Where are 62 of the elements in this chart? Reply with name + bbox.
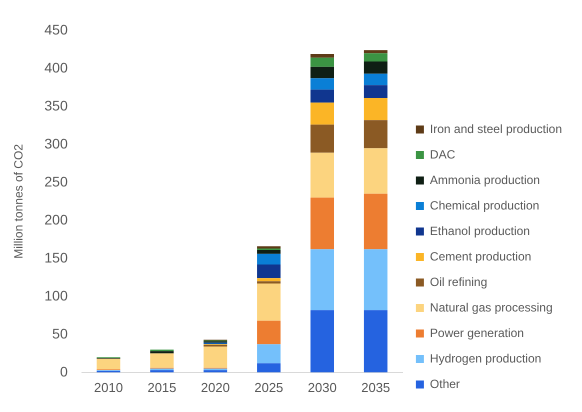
y-tick-label: 150 [44,249,68,266]
y-axis-title: Million tonnes of CO2 [12,144,26,259]
bar [310,90,334,103]
y-tick-label: 100 [44,287,68,304]
bar [310,249,334,310]
bar [364,194,388,250]
bar [257,283,281,321]
x-tick-label: 2025 [254,380,284,395]
bar [310,152,334,198]
bar [364,85,388,98]
y-tick-label: 250 [44,173,68,190]
bar [257,363,281,372]
bar [310,310,334,372]
bar [310,198,334,250]
legend-label: Ammonia production [430,172,540,187]
bar [257,264,281,278]
y-tick-label: 50 [52,325,68,342]
legend-label: Hydrogen production [430,351,542,366]
bar [310,66,334,78]
x-tick-label: 2015 [147,380,176,395]
x-tick-label: 2035 [361,380,390,395]
bar [96,358,120,370]
bar [364,50,388,54]
bar [257,278,281,282]
bar [257,246,281,249]
bar [364,148,388,194]
y-tick-label: 400 [44,59,68,76]
y-tick-label: 350 [44,97,68,114]
legend-label: Chemical production [430,198,540,212]
bar [364,98,388,120]
bar [310,58,334,67]
bar [257,344,281,364]
y-tick-label: 200 [44,211,68,228]
bar [310,54,334,58]
bar [257,250,281,254]
bar [257,254,281,264]
bar [364,62,388,74]
x-tick-label: 2010 [94,380,123,395]
y-tick-label: 450 [44,21,68,38]
legend-label: Other [430,376,460,391]
legend-label: Iron and steel production [430,122,562,136]
bar [364,120,388,148]
bar [310,124,334,153]
x-tick-label: 2020 [200,380,230,395]
legend-label: Oil refining [430,274,488,289]
y-tick-label: 0 [60,363,68,380]
bar [310,78,334,90]
y-tick-label: 300 [44,135,68,152]
legend-label: Ethanol production [430,224,530,238]
bar [150,353,174,368]
bar [204,346,228,368]
bar [257,320,281,344]
legend-label: Cement production [430,249,532,264]
bar [364,74,388,86]
bar [364,310,388,372]
bar [310,102,334,125]
bar [364,53,388,62]
bar [364,249,388,310]
x-tick-label: 2030 [308,380,337,395]
legend-label: DAC [430,147,456,162]
legend-label: Power generation [430,326,524,340]
legend-label: Natural gas processing [430,300,553,314]
